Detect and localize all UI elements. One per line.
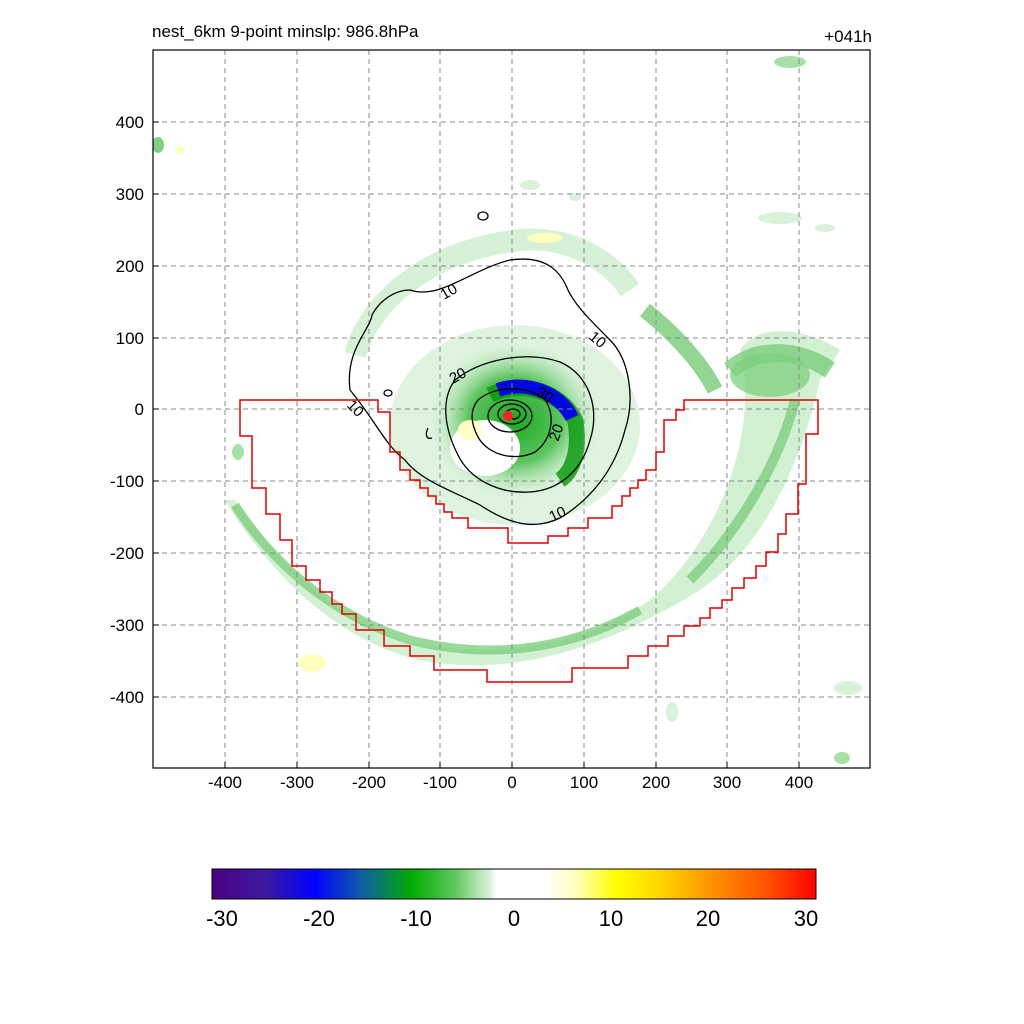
y-tick-labels: 400 300 200 100 0 -100 -200 -300 -400 — [110, 113, 144, 707]
x-tick-label: 300 — [713, 773, 741, 792]
y-tick-label: 100 — [116, 329, 144, 348]
colorbar-tick-label: 20 — [696, 906, 720, 931]
x-tick-label: 0 — [507, 773, 516, 792]
nest-boundary-line — [239, 399, 819, 683]
x-tick-label: 400 — [785, 773, 813, 792]
contour-label: 10 — [547, 503, 569, 525]
plot-title: nest_6km 9-point minslp: 986.8hPa — [152, 22, 419, 41]
x-tick-label: 200 — [642, 773, 670, 792]
shaded-field — [153, 56, 862, 764]
storm-center-marker — [503, 411, 513, 421]
y-tick-label: 200 — [116, 257, 144, 276]
colorbar-tick-label: 10 — [599, 906, 623, 931]
colorbar-tick-label: -10 — [400, 906, 432, 931]
grid-lines — [153, 50, 870, 768]
y-tick-label: 400 — [116, 113, 144, 132]
y-tick-label: 300 — [116, 185, 144, 204]
forecast-hour-label: +041h — [824, 27, 872, 46]
y-tick-label: 0 — [135, 400, 144, 419]
contour-label: 30 — [533, 384, 556, 407]
contour-label: 20 — [447, 364, 470, 387]
contour-lines — [348, 211, 631, 526]
x-tick-label: -100 — [423, 773, 457, 792]
contour-label: 20 — [546, 422, 568, 443]
colorbar-tick-label: -30 — [206, 906, 238, 931]
colorbar-tick-labels: -30 -20 -10 0 10 20 30 — [206, 906, 818, 931]
y-tick-label: -400 — [110, 688, 144, 707]
x-tick-label: -400 — [208, 773, 242, 792]
tick-marks — [153, 121, 800, 768]
x-tick-label: -200 — [352, 773, 386, 792]
colorbar-tick-label: -20 — [303, 906, 335, 931]
contour-label: 10 — [438, 280, 461, 303]
x-tick-label: -300 — [280, 773, 314, 792]
y-tick-label: -200 — [110, 544, 144, 563]
x-tick-label: 100 — [570, 773, 598, 792]
colorbar-tick-label: 0 — [508, 906, 520, 931]
y-tick-label: -100 — [110, 472, 144, 491]
colorbar-tick-label: 30 — [794, 906, 818, 931]
y-tick-label: -300 — [110, 616, 144, 635]
colorbar: -30 -20 -10 0 10 20 30 — [206, 868, 818, 931]
colorbar-gradient — [211, 868, 817, 900]
x-tick-labels: -400 -300 -200 -100 0 100 200 300 400 — [208, 773, 813, 792]
